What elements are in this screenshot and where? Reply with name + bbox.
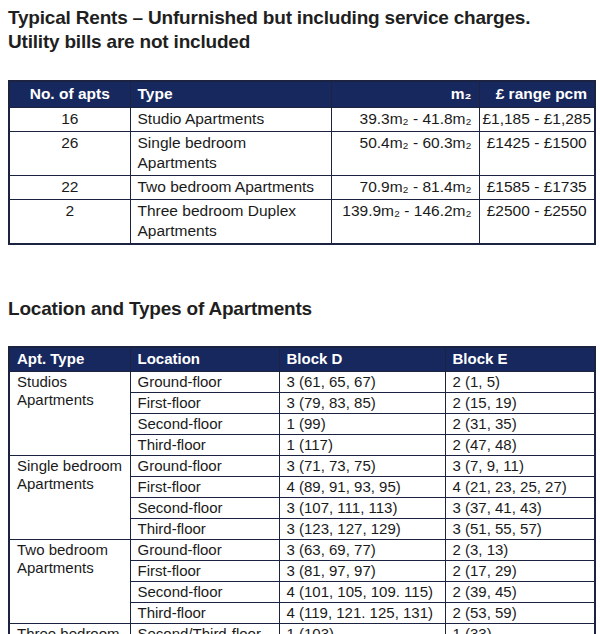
cell-location: Ground-floor	[130, 540, 279, 561]
cell-block-e: 2 (53, 59)	[445, 603, 595, 624]
cell-block-d: 4 (89, 91, 93, 95)	[279, 477, 445, 498]
typical-rents-table-header: No. of apts Type m₂ £ range pcm	[9, 81, 595, 108]
header-block-e: Block E	[445, 347, 595, 372]
cell-block-d: 3 (63, 69, 77)	[279, 540, 445, 561]
cell-type: Three bedroom Duplex Apartments	[130, 200, 331, 245]
cell-block-d: 1 (99)	[279, 414, 445, 435]
table-row: Single bedroom Apartments Ground-floor 3…	[9, 456, 595, 477]
cell-size-range: 50.4m₂ - 60.3m₂	[331, 132, 479, 176]
cell-price-range: £1,185 - £1,285	[479, 108, 595, 132]
cell-block-d: 3 (107, 111, 113)	[279, 498, 445, 519]
cell-block-d: 3 (71, 73, 75)	[279, 456, 445, 477]
cell-no-of-apts: 2	[9, 200, 130, 245]
cell-price-range: £1585 - £1735	[479, 176, 595, 200]
typical-rents-table-body: 16 Studio Apartments 39.3m₂ - 41.8m₂ £1,…	[9, 108, 595, 245]
cell-block-d: 1 (117)	[279, 435, 445, 456]
cell-size-range: 70.9m₂ - 81.4m₂	[331, 176, 479, 200]
page-title-line-2: Utility bills are not included	[8, 30, 593, 54]
cell-block-e: 2 (3, 13)	[445, 540, 595, 561]
table-row: 16 Studio Apartments 39.3m₂ - 41.8m₂ £1,…	[9, 108, 595, 132]
cell-block-d: 3 (81, 97, 97)	[279, 561, 445, 582]
cell-no-of-apts: 22	[9, 176, 130, 200]
cell-location: Second-floor	[130, 414, 279, 435]
cell-block-e: 1 (33)	[445, 624, 595, 634]
header-price-range: £ range pcm	[479, 81, 595, 108]
cell-location: First-floor	[130, 393, 279, 414]
cell-location: Third-floor	[130, 603, 279, 624]
cell-apt-type-group: Single bedroom Apartments	[9, 456, 130, 540]
cell-location: Ground-floor	[130, 372, 279, 393]
section-heading: Location and Types of Apartments	[8, 297, 593, 321]
table-row: Two bedroom Apartments Ground-floor 3 (6…	[9, 540, 595, 561]
cell-location: Second/Third-floor	[130, 624, 279, 634]
cell-apt-type-group: Three bedroom Apartments	[9, 624, 130, 634]
cell-type: Two bedroom Apartments	[130, 176, 331, 200]
cell-no-of-apts: 16	[9, 108, 130, 132]
table-row: Three bedroom Apartments Second/Third-fl…	[9, 624, 595, 634]
cell-block-e: 2 (17, 29)	[445, 561, 595, 582]
cell-type: Single bedroom Apartments	[130, 132, 331, 176]
cell-location: Third-floor	[130, 519, 279, 540]
table-row: 2 Three bedroom Duplex Apartments 139.9m…	[9, 200, 595, 245]
cell-block-d: 3 (79, 83, 85)	[279, 393, 445, 414]
cell-size-range: 139.9m₂ - 146.2m₂	[331, 200, 479, 245]
cell-price-range: £1425 - £1500	[479, 132, 595, 176]
table-row: 26 Single bedroom Apartments 50.4m₂ - 60…	[9, 132, 595, 176]
cell-block-d: 3 (123, 127, 129)	[279, 519, 445, 540]
header-row: Apt. Type Location Block D Block E	[9, 347, 595, 372]
cell-location: First-floor	[130, 477, 279, 498]
cell-block-e: 3 (37, 41, 43)	[445, 498, 595, 519]
cell-block-d: 1 (103)	[279, 624, 445, 634]
header-apt-type: Apt. Type	[9, 347, 130, 372]
cell-location: Second-floor	[130, 498, 279, 519]
cell-price-range: £2500 - £2550	[479, 200, 595, 245]
table-row: 22 Two bedroom Apartments 70.9m₂ - 81.4m…	[9, 176, 595, 200]
header-location: Location	[130, 347, 279, 372]
cell-block-e: 3 (7, 9, 11)	[445, 456, 595, 477]
page-title-line-1: Typical Rents – Unfurnished but includin…	[8, 6, 593, 30]
header-m2: m₂	[331, 81, 479, 108]
location-types-table-header: Apt. Type Location Block D Block E	[9, 347, 595, 372]
cell-block-e: 2 (39, 45)	[445, 582, 595, 603]
cell-apt-type-group: Studios Apartments	[9, 372, 130, 456]
cell-block-d: 3 (61, 65, 67)	[279, 372, 445, 393]
cell-block-e: 4 (21, 23, 25, 27)	[445, 477, 595, 498]
header-block-d: Block D	[279, 347, 445, 372]
cell-size-range: 39.3m₂ - 41.8m₂	[331, 108, 479, 132]
header-no-of-apts: No. of apts	[9, 81, 130, 108]
cell-apt-type-group: Two bedroom Apartments	[9, 540, 130, 624]
location-types-table-body: Studios Apartments Ground-floor 3 (61, 6…	[9, 372, 595, 634]
cell-block-e: 2 (31, 35)	[445, 414, 595, 435]
cell-type: Studio Apartments	[130, 108, 331, 132]
header-type: Type	[130, 81, 331, 108]
document-page: Typical Rents – Unfurnished but includin…	[0, 0, 600, 634]
cell-location: Third-floor	[130, 435, 279, 456]
cell-block-d: 4 (101, 105, 109. 115)	[279, 582, 445, 603]
cell-no-of-apts: 26	[9, 132, 130, 176]
typical-rents-table: No. of apts Type m₂ £ range pcm 16 Studi…	[8, 80, 596, 245]
cell-block-d: 4 (119, 121. 125, 131)	[279, 603, 445, 624]
cell-location: Ground-floor	[130, 456, 279, 477]
table-row: Studios Apartments Ground-floor 3 (61, 6…	[9, 372, 595, 393]
cell-block-e: 2 (1, 5)	[445, 372, 595, 393]
page-title: Typical Rents – Unfurnished but includin…	[8, 6, 593, 54]
cell-block-e: 2 (15, 19)	[445, 393, 595, 414]
cell-block-e: 2 (47, 48)	[445, 435, 595, 456]
cell-location: First-floor	[130, 561, 279, 582]
header-row: No. of apts Type m₂ £ range pcm	[9, 81, 595, 108]
cell-block-e: 3 (51, 55, 57)	[445, 519, 595, 540]
cell-location: Second-floor	[130, 582, 279, 603]
location-types-table: Apt. Type Location Block D Block E Studi…	[8, 346, 596, 634]
